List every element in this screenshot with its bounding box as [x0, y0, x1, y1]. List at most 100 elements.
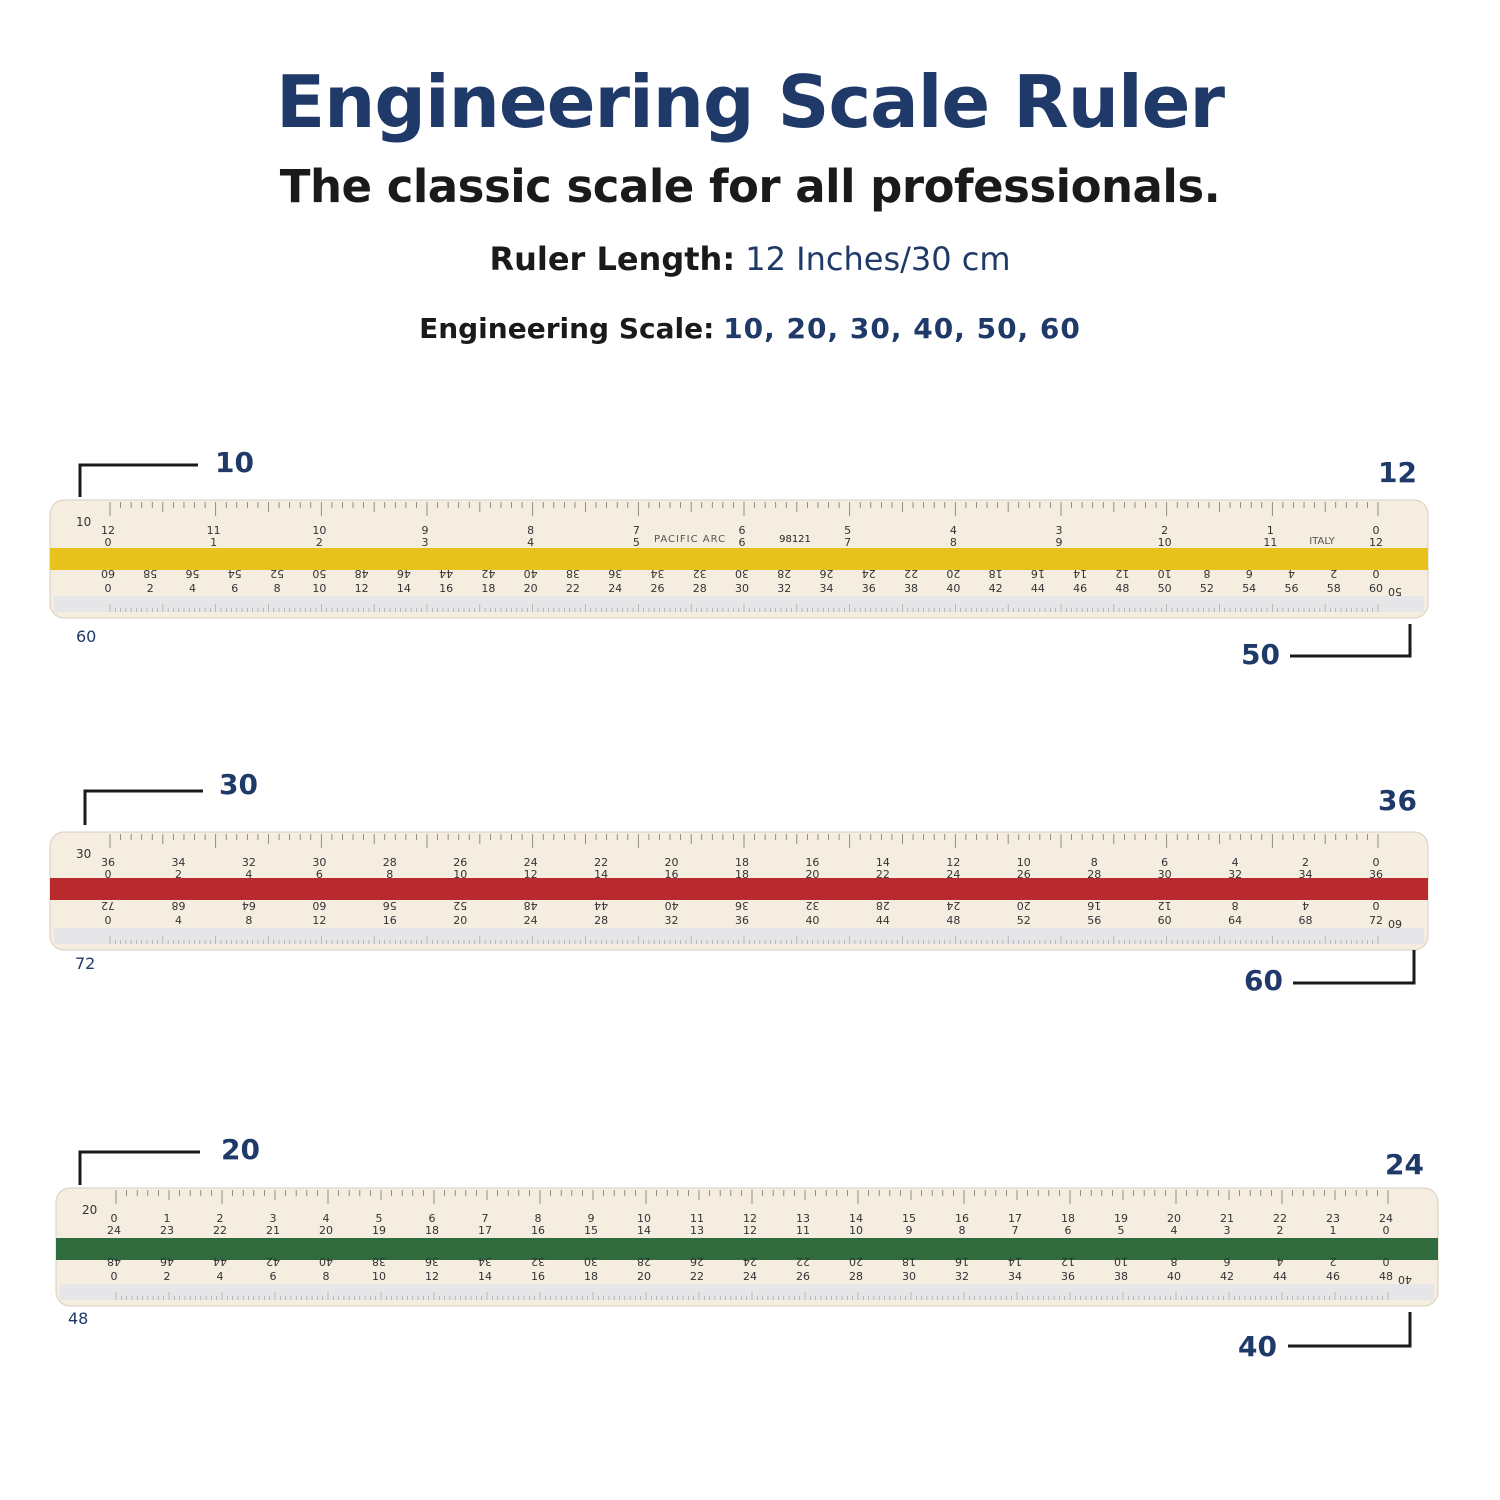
scale-label: 18 [735, 868, 749, 881]
scale-label: 10 [849, 1224, 863, 1237]
scale-label: 44 [213, 1255, 227, 1268]
scale-label: 38 [904, 582, 918, 595]
scale-label: 40 [524, 567, 538, 580]
ruler-bottom-edge [54, 596, 1424, 612]
scale-label: 52 [270, 567, 284, 580]
scale-label: 32 [777, 582, 791, 595]
scale-label: 32 [242, 856, 256, 869]
scale-label: 26 [690, 1255, 704, 1268]
scale-label: 20 [637, 1270, 651, 1283]
scale-label: 12 [1061, 1255, 1075, 1268]
scale-label: 13 [796, 1212, 810, 1225]
scale-label: 18 [989, 567, 1003, 580]
scale-label: 10 [1114, 1255, 1128, 1268]
scale-label: 0 [1373, 899, 1380, 912]
scale-label: 1 [164, 1212, 171, 1225]
scale-label: 20 [1017, 899, 1031, 912]
scale-label: 8 [386, 868, 393, 881]
scale-label: 60 [1369, 582, 1383, 595]
scale-label: 2 [1330, 567, 1337, 580]
scale-label: 16 [531, 1224, 545, 1237]
scale-label: 12 [743, 1224, 757, 1237]
brand-imprint: PACIFIC ARC [654, 534, 726, 545]
scale-label: 9 [422, 524, 429, 537]
callout-bracket [78, 463, 198, 497]
scale-label: 60 [1158, 914, 1172, 927]
scale-label: 42 [481, 567, 495, 580]
ruler: 0 1 2 3 4 5 6 7 8 9 10 11 12 13 14 15 16 17 18 19 20 21 22 23 24… [55, 1150, 1439, 1348]
scale-label: 0 [1383, 1224, 1390, 1237]
scale-label: 68 [171, 899, 185, 912]
callout-scale-bottom-right: 40 [1238, 1330, 1277, 1363]
scale-label: 4 [175, 914, 182, 927]
scale-label: 28 [849, 1270, 863, 1283]
scale-label: 30 [1158, 868, 1172, 881]
scale-label: 24 [107, 1224, 121, 1237]
scale-label: 18 [735, 856, 749, 869]
scale-label: 48 [355, 567, 369, 580]
scale-label: 17 [1008, 1212, 1022, 1225]
scale-label: 12 [524, 868, 538, 881]
scale-label: 18 [425, 1224, 439, 1237]
scale-label: 20 [319, 1224, 333, 1237]
scale-label: 13 [690, 1224, 704, 1237]
scale-label: 2 [1161, 524, 1168, 537]
scale-label: 14 [594, 868, 608, 881]
scale-label: 14 [637, 1224, 651, 1237]
scale-label: 54 [228, 567, 242, 580]
scale-label: 16 [1031, 567, 1045, 580]
scale-label: 15 [584, 1224, 598, 1237]
scale-label: 46 [1073, 582, 1087, 595]
scale-label: 16 [955, 1255, 969, 1268]
scale-label: 48 [1379, 1270, 1393, 1283]
scale-label: 28 [594, 914, 608, 927]
scale-label: 4 [950, 524, 957, 537]
scale-label: 9 [588, 1212, 595, 1225]
scale-label: 32 [805, 899, 819, 912]
scale-label: 22 [594, 856, 608, 869]
callout-scale-top-right: 36 [1378, 784, 1417, 817]
scale-label: 20 [1167, 1212, 1181, 1225]
scale-label: 0 [1373, 567, 1380, 580]
face-scale-mark: 40 [1398, 1273, 1412, 1286]
face-scale-mark: 30 [76, 847, 91, 861]
scale-label: 24 [608, 582, 622, 595]
scale-label: 36 [862, 582, 876, 595]
scale-label: 8 [1232, 899, 1239, 912]
scale-label: 36 [608, 567, 622, 580]
scale-label: 40 [319, 1255, 333, 1268]
scale-label: 50 [312, 567, 326, 580]
scale-label: 20 [453, 914, 467, 927]
scale-label: 2 [316, 536, 323, 549]
scale-label: 16 [805, 856, 819, 869]
scale-label: 26 [453, 856, 467, 869]
scale-label: 28 [1087, 868, 1101, 881]
scale-label: 16 [665, 868, 679, 881]
scale-label: 42 [989, 582, 1003, 595]
scale-label: 23 [160, 1224, 174, 1237]
scale-label: 56 [1284, 582, 1298, 595]
scale-label: 9 [1056, 536, 1063, 549]
scale-label: 12 [101, 524, 115, 537]
scale-label: 14 [849, 1212, 863, 1225]
scale-label: 6 [739, 524, 746, 537]
scale-label: 24 [946, 899, 960, 912]
callout-bracket [1288, 1312, 1412, 1348]
scale-label: 30 [312, 856, 326, 869]
scale-label: 0 [105, 536, 112, 549]
engineering-scale-label: Engineering Scale: [419, 312, 715, 345]
scale-label: 68 [1299, 914, 1313, 927]
scale-label: 36 [1369, 868, 1383, 881]
scale-label: 4 [1232, 856, 1239, 869]
scale-label: 2 [1277, 1224, 1284, 1237]
scale-label: 36 [425, 1255, 439, 1268]
scale-label: 26 [820, 567, 834, 580]
scale-label: 38 [566, 567, 580, 580]
scale-label: 18 [1061, 1212, 1075, 1225]
face-scale-mark: 10 [76, 515, 91, 529]
scale-label: 12 [425, 1270, 439, 1283]
scale-label: 19 [372, 1224, 386, 1237]
scale-label: 28 [693, 582, 707, 595]
engineering-scale-spec: Engineering Scale: 10, 20, 30, 40, 50, 6… [0, 312, 1500, 345]
scale-label: 22 [690, 1270, 704, 1283]
